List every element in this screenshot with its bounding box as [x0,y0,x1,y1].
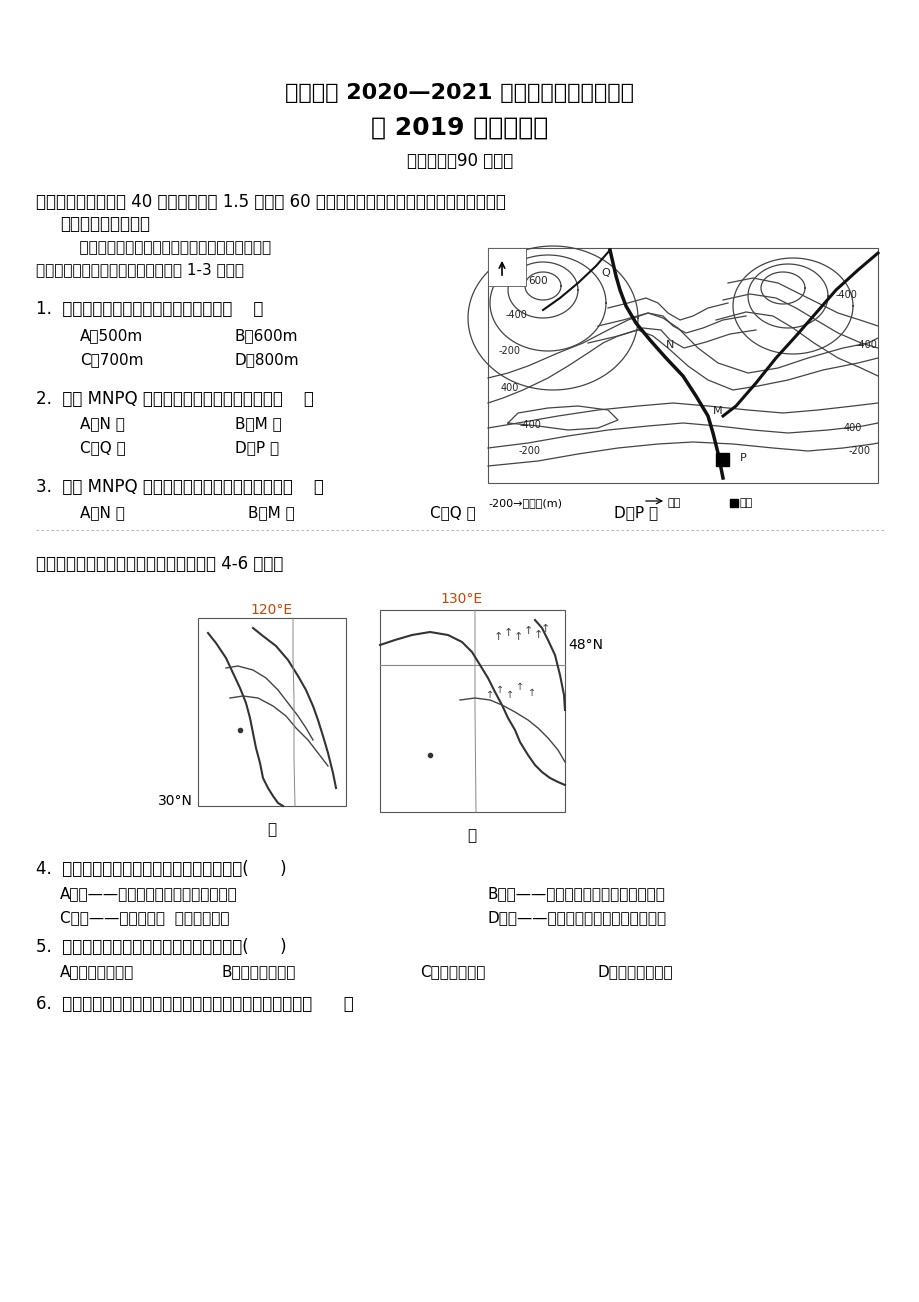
Text: ↑: ↑ [528,687,536,698]
Text: 是符合题目要求的）: 是符合题目要求的） [60,215,150,233]
Text: -400: -400 [505,310,527,320]
Text: 动并绘制了等高线地形图。读图完成 1-3 小题。: 动并绘制了等高线地形图。读图完成 1-3 小题。 [36,262,244,277]
Text: A．土壤肥力不同: A．土壤肥力不同 [60,963,134,979]
Text: -200: -200 [848,447,870,456]
Text: C．乙——纬度较高，  但无冻土分布: C．乙——纬度较高， 但无冻土分布 [60,910,229,924]
Text: -200→等高线(m): -200→等高线(m) [487,497,562,508]
Text: 河流: 河流 [667,497,680,508]
Text: C．Q 处: C．Q 处 [80,440,126,454]
Text: D．800m: D．800m [234,352,300,367]
Text: D．地形差异显著: D．地形差异显著 [597,963,673,979]
Text: ↑: ↑ [516,682,524,691]
Text: 120°E: 120°E [251,603,293,617]
Text: 乙: 乙 [467,828,476,842]
Bar [198,618,346,806]
Text: B．M 处: B．M 处 [234,417,281,431]
Text: C．700m: C．700m [80,352,143,367]
Text: -400: -400 [834,290,856,299]
Text: 北: 北 [498,255,505,266]
Text: ↑: ↑ [495,685,504,695]
Text: B．甲——降水丰富，河流水位变化较大: B．甲——降水丰富，河流水位变化较大 [487,885,665,901]
Text: 村庄: 村庄 [739,497,753,508]
Text: ↑: ↑ [503,628,512,638]
Bar [380,611,564,812]
Text: ↑: ↑ [523,626,532,635]
Text: 30°N: 30°N [158,794,193,809]
Text: A．500m: A．500m [80,328,143,342]
Text: 某学校地理兴趣小组开展了一次家乡地理考察活: 某学校地理兴趣小组开展了一次家乡地理考察活 [60,240,271,255]
Text: 400: 400 [843,423,861,434]
Text: 5.  甲、乙两区域农业熟制不同的主要原因是(      ): 5. 甲、乙两区域农业熟制不同的主要原因是( ) [36,937,287,956]
Text: A．N 处: A．N 处 [80,417,125,431]
Text: A．甲——油气资源丰富，重化工业发达: A．甲——油气资源丰富，重化工业发达 [60,885,237,901]
Bar [487,247,877,483]
Text: C．Q 处: C．Q 处 [429,505,475,519]
Text: -400: -400 [518,421,540,430]
Text: 南充高中 2020—2021 学年度上学期期中考试: 南充高中 2020—2021 学年度上学期期中考试 [285,83,634,103]
Text: ↑: ↑ [533,630,542,641]
Text: 1.  图中最高点与最低点相对高差可能是（    ）: 1. 图中最高点与最低点相对高差可能是（ ） [36,299,263,318]
Text: D．P 处: D．P 处 [613,505,657,519]
Text: 600: 600 [528,276,547,286]
Text: B．M 处: B．M 处 [248,505,294,519]
Text: C．雨热不同期: C．雨热不同期 [420,963,485,979]
Text: B．热量差异较大: B．热量差异较大 [221,963,296,979]
Text: 6.  与甲区域相比，乙区域农业用地机械化程度高主要益于（      ）: 6. 与甲区域相比，乙区域农业用地机械化程度高主要益于（ ） [36,995,354,1013]
Text: M: M [712,406,722,417]
Text: N: N [665,340,674,350]
Bar [715,453,728,466]
Text: 400: 400 [500,383,518,393]
Text: 甲: 甲 [267,822,277,837]
Text: -200: -200 [498,346,520,355]
Bar [487,247,877,483]
Text: 甲、乙两图示意我国局部地区。据此完成 4-6 小题。: 甲、乙两图示意我国局部地区。据此完成 4-6 小题。 [36,555,283,573]
Text: 3.  图中 MNPQ 四处中，最适合建水库大坝的是（    ）: 3. 图中 MNPQ 四处中，最适合建水库大坝的是（ ） [36,478,323,496]
Text: 130°E: 130°E [440,592,482,605]
Text: 考试时间：90 分钟；: 考试时间：90 分钟； [406,152,513,171]
Text: D．P 处: D．P 处 [234,440,278,454]
Text: -200: -200 [518,447,540,456]
Text: 高 2019 级地理试题: 高 2019 级地理试题 [371,116,548,141]
Text: A．N 处: A．N 处 [80,505,125,519]
Text: Q: Q [601,268,609,279]
Text: D．乙——轻工业发达，产品出口量较大: D．乙——轻工业发达，产品出口量较大 [487,910,666,924]
Text: P: P [739,453,745,464]
Bar [487,247,526,286]
Text: ↑: ↑ [485,690,494,700]
Text: 48°N: 48°N [567,638,602,652]
Text: -400: -400 [854,340,876,350]
Text: 2.  图中 MNPQ 四处河段中，水流最缓慢的是（    ）: 2. 图中 MNPQ 四处河段中，水流最缓慢的是（ ） [36,391,313,408]
Text: ↑: ↑ [513,631,522,642]
Text: ↑: ↑ [539,624,549,634]
Bar [729,499,737,506]
Text: B．600m: B．600m [234,328,298,342]
Text: ↑: ↑ [493,631,502,642]
Text: 4.  甲、乙两区域体现的地理环境特征分别是(      ): 4. 甲、乙两区域体现的地理环境特征分别是( ) [36,861,287,878]
Text: 一、选择题（本题共 40 小题，每小题 1.5 分，共 60 分。在每小题给出的四个选项中，只有一项: 一、选择题（本题共 40 小题，每小题 1.5 分，共 60 分。在每小题给出的… [36,193,505,211]
Text: ↑: ↑ [505,690,514,700]
